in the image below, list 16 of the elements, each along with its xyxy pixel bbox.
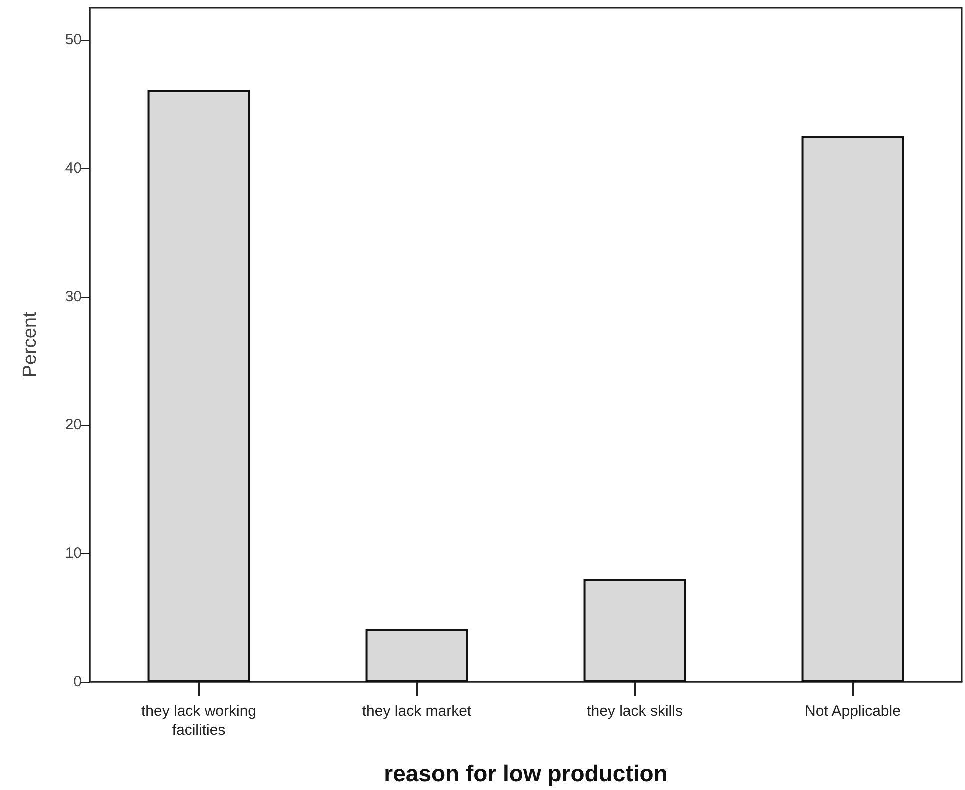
x-tick-label: they lack market <box>362 703 472 720</box>
bar <box>366 629 468 682</box>
x-tick-label: Not Applicable <box>805 703 901 720</box>
y-axis-title: Percent <box>20 312 41 378</box>
bar <box>584 579 686 682</box>
y-tick-label: 30 <box>65 288 82 306</box>
bar <box>148 90 250 682</box>
y-tick-label: 0 <box>74 674 82 690</box>
x-axis-title: reason for low production <box>384 760 668 786</box>
y-tick-label: 50 <box>65 32 82 49</box>
x-tick-label: they lack skills <box>587 703 683 720</box>
y-tick-label: 40 <box>65 160 82 177</box>
x-tick-label: they lack working facilities <box>141 703 257 739</box>
y-tick-label: 10 <box>65 545 82 562</box>
bar <box>802 136 904 682</box>
y-tick-label: 20 <box>65 416 82 434</box>
